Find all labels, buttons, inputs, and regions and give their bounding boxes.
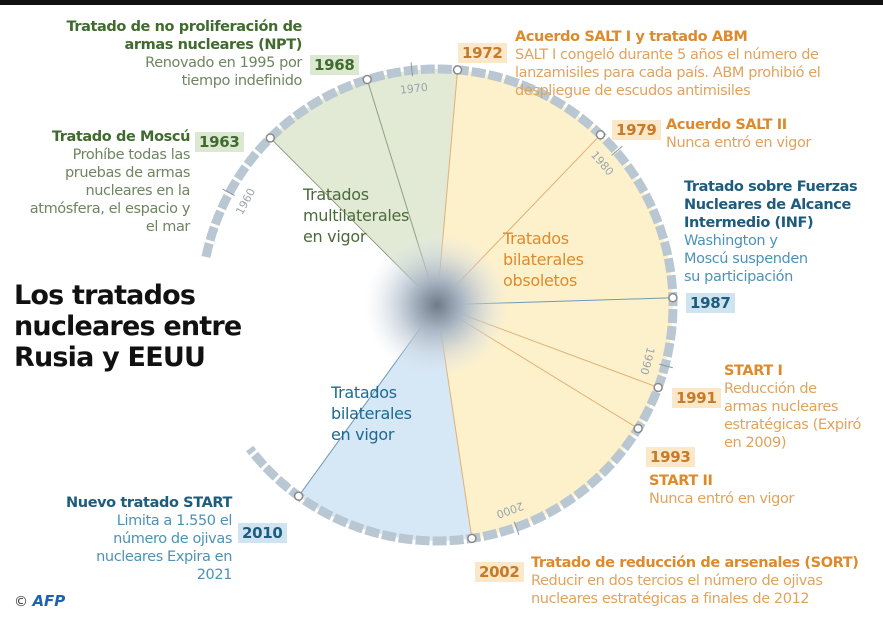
event-desc: Washington y Moscú suspenden su particip…	[684, 233, 808, 285]
event-dot	[633, 423, 643, 434]
zone-active-label: Tratados bilaterales en vigor	[331, 383, 412, 444]
event-dot	[595, 130, 606, 140]
event-title: Nuevo tratado START	[66, 495, 232, 511]
page-title: Los tratados nucleares entre Rusia y EEU…	[14, 280, 242, 373]
event-title: Tratado sobre Fuerzas Nucleares de Alcan…	[684, 179, 858, 231]
sector-bilateral-obsolete	[437, 69, 673, 539]
event-1968: Tratado de no proliferación de armas nuc…	[60, 18, 302, 90]
event-title: Acuerdo SALT I y tratado ABM	[515, 29, 748, 45]
zone-multilateral-label: Tratados multilaterales en vigor	[303, 185, 410, 246]
tick-label: 1970	[399, 81, 428, 97]
tick-mark	[611, 145, 623, 156]
event-desc: Prohíbe todas las pruebas de armas nucle…	[29, 147, 191, 235]
afp-logo: AFP	[32, 592, 66, 610]
event-title: Tratado de Moscú	[51, 129, 191, 145]
event-title: Tratado de reducción de arsenales (SORT)	[531, 555, 859, 571]
event-1993: START II Nunca entró en vigor	[649, 472, 849, 508]
copyright-symbol: ©	[14, 594, 28, 610]
event-dot	[293, 491, 304, 501]
event-2010: Nuevo tratado START Limita a 1.550 el nú…	[55, 494, 232, 584]
event-desc: SALT I congeló durante 5 años el número …	[515, 47, 821, 99]
event-dot	[452, 65, 463, 75]
top-bar	[0, 0, 883, 5]
year-badge-2002: 2002	[475, 562, 524, 582]
event-title: START I	[724, 363, 783, 379]
year-badge-1968: 1968	[310, 55, 359, 75]
event-dot	[265, 133, 276, 143]
timeline-ring	[201, 64, 678, 546]
event-1972: Acuerdo SALT I y tratado ABM SALT I cong…	[515, 28, 860, 100]
year-badge-1979: 1979	[612, 120, 661, 140]
tick-mark	[410, 62, 414, 77]
event-title: Tratado de no proliferación de armas nuc…	[66, 19, 302, 53]
event-desc: Renovado en 1995 por tiempo indefinido	[145, 55, 302, 89]
credit: © AFP	[14, 592, 65, 610]
event-1991: START I Reducción de armas nucleares est…	[724, 362, 864, 452]
year-badge-2010: 2010	[238, 523, 287, 543]
event-dot	[668, 293, 678, 303]
event-desc: Limita a 1.550 el número de ojivas nucle…	[96, 513, 232, 583]
event-1963: Tratado de Moscú Prohíbe todas las prueb…	[20, 128, 191, 236]
event-2002: Tratado de reducción de arsenales (SORT)…	[531, 554, 876, 608]
year-badge-1991: 1991	[672, 388, 721, 408]
zone-obsolete-label: Tratados bilaterales obsoletos	[503, 229, 584, 290]
event-dot	[362, 74, 372, 85]
tick-mark	[222, 188, 235, 197]
tick-mark	[659, 363, 673, 369]
year-badge-1972: 1972	[458, 43, 507, 63]
center-glow	[365, 233, 509, 377]
event-desc: Reducir en dos tercios el número de ojiv…	[531, 573, 823, 607]
event-dot	[467, 533, 477, 544]
year-badge-1993: 1993	[646, 447, 695, 467]
year-badge-1963: 1963	[195, 132, 244, 152]
event-title: START II	[649, 473, 713, 489]
year-badge-1987: 1987	[686, 293, 735, 313]
tick-label: 1960	[233, 186, 258, 217]
event-desc: Nunca entró en vigor	[666, 135, 811, 151]
event-dot	[653, 382, 663, 393]
event-title: Acuerdo SALT II	[666, 117, 787, 133]
event-desc: Nunca entró en vigor	[649, 491, 794, 507]
event-1979: Acuerdo SALT II Nunca entró en vigor	[666, 116, 866, 152]
tick-mark	[513, 521, 520, 536]
event-desc: Reducción de armas nucleares estratégica…	[724, 381, 862, 451]
event-1987: Tratado sobre Fuerzas Nucleares de Alcan…	[684, 178, 874, 286]
